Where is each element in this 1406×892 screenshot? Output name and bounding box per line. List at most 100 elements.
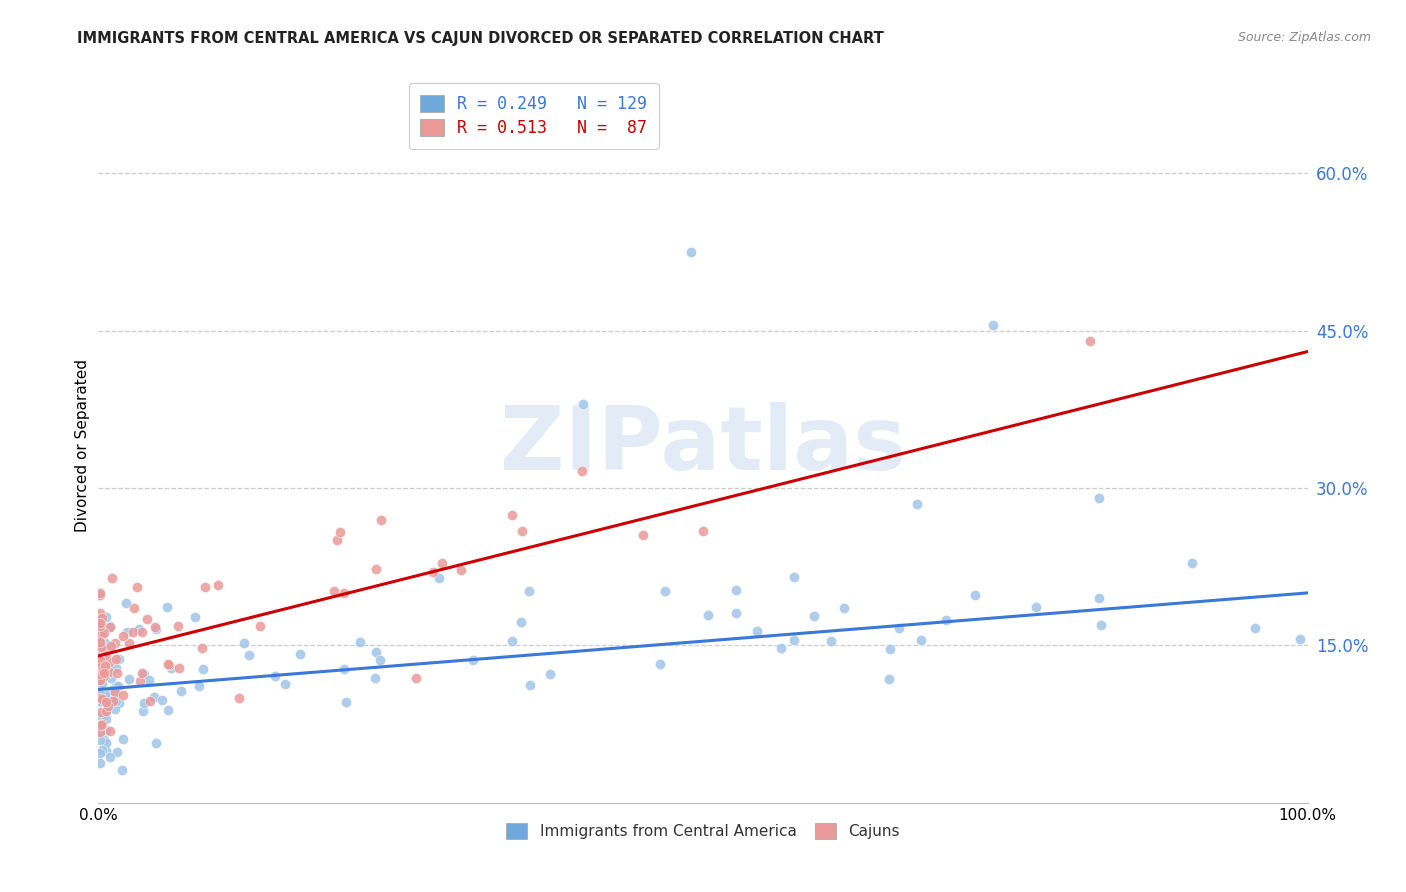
Point — [783, 570, 806, 584]
Point — [105, 679, 128, 693]
Point — [157, 657, 180, 672]
Point — [96, 713, 118, 727]
Point — [510, 524, 533, 539]
Point — [368, 652, 391, 666]
Point — [190, 640, 212, 655]
Point — [94, 704, 117, 718]
Point — [105, 745, 128, 759]
Point — [89, 636, 111, 650]
Point — [170, 684, 193, 698]
Point — [96, 609, 118, 624]
Point — [238, 648, 260, 663]
Point — [90, 660, 112, 674]
Point — [1088, 591, 1111, 606]
Point — [370, 513, 392, 527]
Point — [125, 581, 148, 595]
Point — [129, 674, 152, 689]
Point — [90, 709, 112, 723]
Point — [572, 397, 595, 411]
Point — [879, 642, 901, 657]
Point — [90, 691, 112, 706]
Point — [89, 615, 111, 630]
Point — [94, 658, 117, 673]
Point — [132, 696, 155, 710]
Point — [274, 677, 297, 691]
Point — [679, 244, 702, 259]
Point — [94, 657, 117, 671]
Point — [94, 688, 117, 702]
Point — [89, 724, 111, 739]
Point — [138, 673, 160, 687]
Point — [89, 667, 111, 681]
Point — [363, 671, 385, 685]
Point — [461, 653, 484, 667]
Point — [105, 694, 128, 708]
Point — [108, 696, 131, 710]
Point — [108, 651, 131, 665]
Point — [89, 719, 111, 733]
Point — [89, 618, 111, 632]
Point — [820, 633, 842, 648]
Point — [89, 588, 111, 602]
Point — [97, 661, 120, 675]
Point — [90, 624, 112, 639]
Point — [89, 634, 111, 648]
Point — [89, 692, 111, 706]
Point — [89, 724, 111, 739]
Point — [96, 704, 118, 718]
Point — [96, 684, 118, 698]
Point — [517, 583, 540, 598]
Point — [571, 464, 593, 478]
Point — [249, 619, 271, 633]
Point — [136, 612, 159, 626]
Point — [89, 746, 111, 760]
Point — [89, 733, 111, 747]
Point — [89, 724, 111, 739]
Point — [157, 702, 180, 716]
Point — [107, 679, 129, 693]
Point — [89, 756, 111, 770]
Point — [335, 695, 357, 709]
Point — [94, 636, 117, 650]
Point — [501, 633, 523, 648]
Point — [142, 690, 165, 705]
Point — [89, 615, 111, 630]
Y-axis label: Divorced or Separated: Divorced or Separated — [75, 359, 90, 533]
Point — [90, 640, 112, 655]
Point — [188, 679, 211, 693]
Point — [450, 563, 472, 577]
Point — [184, 610, 207, 624]
Point — [910, 632, 932, 647]
Point — [89, 668, 111, 682]
Point — [1289, 632, 1312, 646]
Point — [101, 571, 124, 585]
Point — [117, 625, 139, 640]
Point — [98, 723, 121, 738]
Point — [96, 736, 118, 750]
Point — [100, 639, 122, 653]
Point — [94, 659, 117, 673]
Point — [122, 624, 145, 639]
Point — [98, 620, 121, 634]
Point — [105, 651, 128, 665]
Point — [91, 692, 114, 706]
Point — [111, 763, 134, 777]
Point — [94, 723, 117, 738]
Point — [965, 589, 987, 603]
Point — [89, 616, 111, 631]
Point — [156, 657, 179, 671]
Point — [98, 642, 121, 657]
Point — [96, 744, 118, 758]
Point — [104, 702, 127, 716]
Point — [91, 663, 114, 677]
Point — [90, 628, 112, 642]
Text: Source: ZipAtlas.com: Source: ZipAtlas.com — [1237, 31, 1371, 45]
Point — [228, 691, 250, 706]
Point — [89, 694, 111, 708]
Point — [90, 657, 112, 672]
Point — [139, 694, 162, 708]
Point — [105, 666, 128, 681]
Point — [232, 636, 254, 650]
Point — [93, 648, 115, 662]
Point — [89, 687, 111, 701]
